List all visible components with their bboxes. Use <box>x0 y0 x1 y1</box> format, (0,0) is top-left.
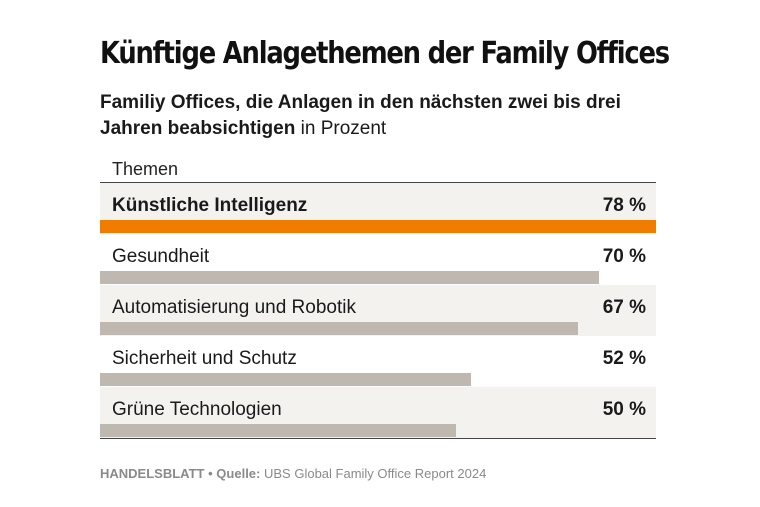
bar <box>100 271 599 284</box>
bar <box>100 373 471 386</box>
bar-value-label: 50 % <box>602 399 646 420</box>
bar <box>100 220 656 233</box>
source-footer: HANDELSBLATT • Quelle: UBS Global Family… <box>100 466 486 481</box>
footer-source: UBS Global Family Office Report 2024 <box>264 466 487 481</box>
column-header: Themen <box>112 159 179 179</box>
bar-table: Künstliche Intelligenz 78 % Gesundheit 70 %… <box>100 182 656 439</box>
bar-value-label: 67 % <box>602 297 646 318</box>
bar-row: Gesundheit 70 % <box>100 234 656 285</box>
bar <box>100 322 578 335</box>
bar-label: Automatisierung und Robotik <box>112 297 356 318</box>
bar-label: Sicherheit und Schutz <box>112 348 297 369</box>
bar-row: Künstliche Intelligenz 78 % <box>100 183 656 234</box>
bar-label: Künstliche Intelligenz <box>112 195 308 216</box>
footer-brand: HANDELSBLATT <box>100 466 205 481</box>
bar-value-label: 70 % <box>602 246 646 267</box>
bar-label: Gesundheit <box>112 246 210 267</box>
bar-value-label: 78 % <box>602 195 646 216</box>
footer-source-label: Quelle: <box>216 466 261 481</box>
bar-row: Automatisierung und Robotik 67 % <box>100 285 656 336</box>
subtitle-unit: in Prozent <box>300 118 387 139</box>
bar-row: Sicherheit und Schutz 52 % <box>100 336 656 387</box>
bar-row: Grüne Technologien 50 % <box>100 387 656 438</box>
bar-label: Grüne Technologien <box>112 399 282 420</box>
subtitle-bold: Familiy Offices, die Anlagen in den näch… <box>100 92 621 139</box>
chart-title: Künftige Anlagethemen der Family Offices <box>100 36 670 71</box>
bar-value-label: 52 % <box>602 348 646 369</box>
bar <box>100 424 456 437</box>
footer-separator: • <box>208 466 213 481</box>
chart-subtitle: Familiy Offices, die Anlagen in den näch… <box>100 90 660 142</box>
